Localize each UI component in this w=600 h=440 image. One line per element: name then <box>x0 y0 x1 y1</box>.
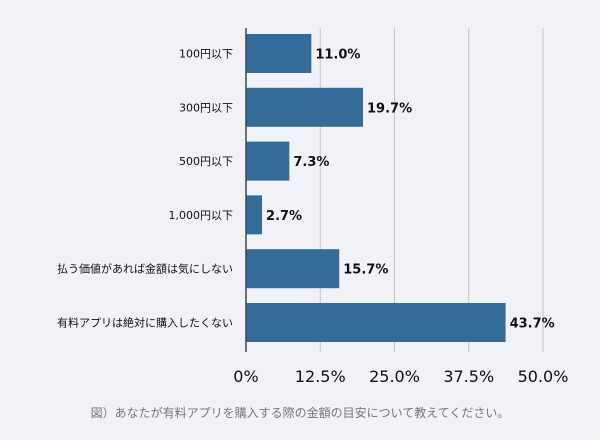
x-tick-label: 12.5% <box>295 367 346 386</box>
bar <box>246 34 312 73</box>
category-label: 1,000円以下 <box>169 209 234 222</box>
bar <box>246 195 263 235</box>
chart-caption: 図）あなたが有料アプリを購入する際の金額の目安について教えてください。 <box>91 405 510 420</box>
value-label: 2.7% <box>266 209 302 224</box>
value-labels: 11.0% 19.7% 7.3% 2.7% 15.7% 43.7% <box>266 48 555 332</box>
category-label: 100円以下 <box>179 48 233 61</box>
gridlines <box>319 28 544 352</box>
x-tick-label: 37.5% <box>443 367 494 386</box>
bars <box>246 34 506 342</box>
bar <box>246 303 506 342</box>
bar <box>246 87 364 127</box>
category-labels: 100円以下 300円以下 500円以下 1,000円以下払う価値があれば金額は気にし… <box>57 48 233 330</box>
x-tick-label: 0% <box>233 367 258 386</box>
value-label: 11.0% <box>315 48 360 63</box>
x-tick-labels: 0% 12.5% 25.0% 37.5% 50.0% <box>233 367 568 386</box>
x-tick-label: 50.0% <box>518 367 569 386</box>
value-label: 7.3% <box>293 155 329 170</box>
x-tick-label: 25.0% <box>369 367 420 386</box>
bar <box>246 249 340 289</box>
category-label: 有料アプリは絶対に購入したくない <box>57 316 233 330</box>
value-label: 19.7% <box>367 101 412 116</box>
category-label: 500円以下 <box>179 155 233 168</box>
bar <box>246 141 290 181</box>
category-label: 300円以下 <box>179 101 233 114</box>
value-label: 15.7% <box>343 263 388 278</box>
value-label: 43.7% <box>510 317 555 332</box>
category-label: 払う価値があれば金額は気にしない <box>57 262 233 276</box>
